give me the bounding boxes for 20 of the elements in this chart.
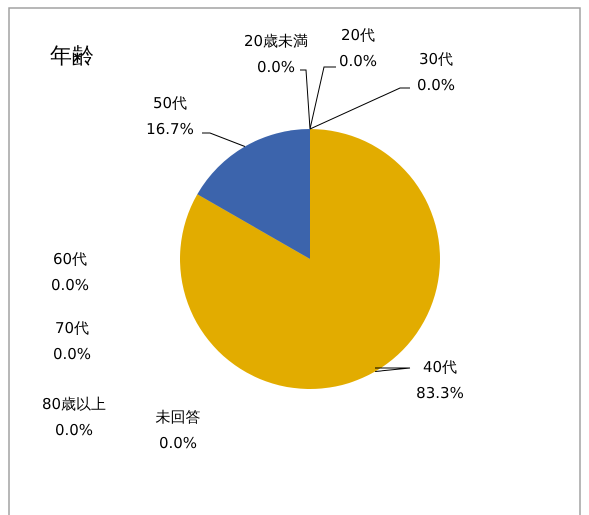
text: 0.0% xyxy=(50,276,90,294)
category-label: 30代 xyxy=(418,50,454,68)
data-label: 16.7% xyxy=(146,120,194,138)
category-label: 20歳未満 xyxy=(244,32,308,50)
text: 0.0% xyxy=(158,434,198,452)
category-label: 未回答 xyxy=(156,408,200,426)
text: 0.0% xyxy=(416,76,456,94)
category-label: 80歳以上 xyxy=(42,395,106,413)
slice-label: 50代 xyxy=(152,94,188,112)
category-label: 60代 xyxy=(52,250,88,268)
slice-label: 40代 xyxy=(422,358,458,376)
chart-title: 年齢 xyxy=(50,44,94,69)
text: 0.0% xyxy=(256,58,296,76)
category-label: 20代 xyxy=(340,26,376,44)
text: 0.0% xyxy=(338,52,378,70)
data-label: 83.3% xyxy=(416,384,464,402)
pie-slice xyxy=(197,129,310,259)
category-label: 70代 xyxy=(54,319,90,337)
text: 0.0% xyxy=(54,421,94,439)
text: 0.0% xyxy=(52,345,92,363)
